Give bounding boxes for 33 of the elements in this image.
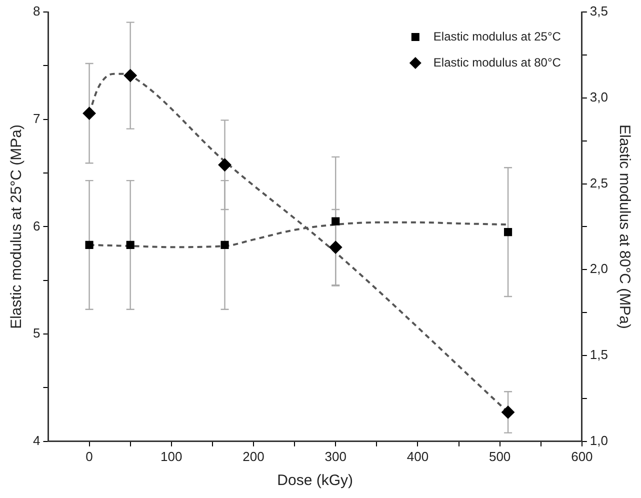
- x-tick-label: 300: [324, 448, 346, 464]
- y-axis-title: Elastic modulus at 25°C (MPa): [8, 124, 26, 329]
- x-tick-label: 0: [86, 448, 93, 464]
- point: [329, 240, 342, 254]
- legend-label: Elastic modulus at 25°C: [433, 29, 562, 44]
- y-tick-label: 4: [32, 432, 40, 448]
- y2-tick-label: 1,0: [590, 432, 608, 448]
- point: [218, 158, 232, 172]
- x-tick-label: 600: [571, 448, 593, 464]
- y2-tick-label: 2,5: [590, 175, 608, 190]
- point: [504, 228, 512, 236]
- point: [85, 240, 94, 249]
- point: [126, 240, 134, 249]
- y-tick-label: 8: [32, 4, 40, 19]
- x-tick-label: 200: [242, 448, 264, 464]
- point: [124, 69, 137, 82]
- x-tick-label: 100: [160, 448, 182, 464]
- y2-tick-label: 3,5: [590, 4, 608, 19]
- y-tick-label: 6: [32, 218, 40, 234]
- x-tick-label: 400: [406, 448, 429, 464]
- point: [332, 217, 340, 226]
- y2-tick-label: 1,5: [590, 347, 608, 362]
- y2-axis-title: Elastic modulus at 80°C (MPa): [616, 124, 633, 329]
- y2-tick-label: 2,0: [590, 261, 608, 276]
- y-tick-label: 5: [32, 326, 40, 341]
- y-tick-label: 7: [32, 110, 40, 126]
- x-tick-label: 500: [488, 448, 511, 464]
- point: [502, 406, 515, 419]
- legend-label: Elastic modulus at 80°C: [433, 55, 562, 70]
- y2-tick-label: 3,0: [590, 89, 608, 104]
- point: [220, 240, 229, 249]
- point: [82, 106, 96, 120]
- x-axis-title: Dose (kGy): [277, 472, 354, 490]
